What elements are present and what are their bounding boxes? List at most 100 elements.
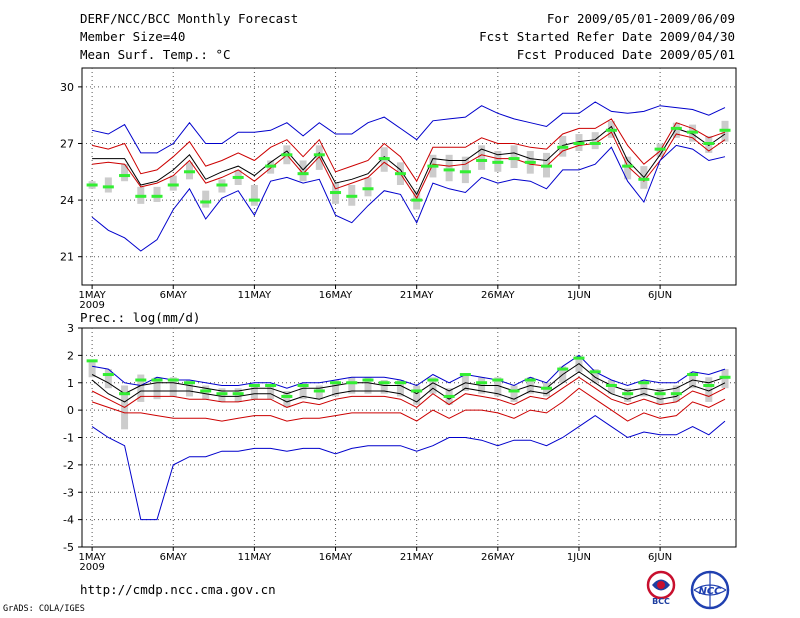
- p1-box-mark: [445, 154, 453, 182]
- source-url[interactable]: http://cmdp.ncc.cma.gov.cn: [80, 582, 276, 597]
- p1-median-mark: [622, 164, 634, 168]
- p2-ytick-label: -2: [63, 459, 74, 472]
- p1-median-mark: [411, 198, 423, 202]
- p2-ytick-label: -3: [63, 486, 74, 499]
- p2-series-upper-line: [91, 362, 726, 395]
- p2-median-mark: [427, 378, 439, 382]
- p2-xtick-label: 1JUN: [567, 552, 591, 563]
- p2-box-mark: [332, 380, 340, 397]
- p2-median-mark: [119, 392, 131, 396]
- p1-box-mark: [364, 177, 372, 197]
- p1-median-mark: [703, 141, 715, 145]
- p1-box-mark: [672, 122, 680, 138]
- p1-box-mark: [153, 186, 161, 202]
- p2-median-mark: [297, 383, 309, 387]
- p1-box-mark: [121, 164, 129, 182]
- p2-median-mark: [459, 373, 471, 377]
- p2-xtick-label: 1MAY: [79, 552, 107, 563]
- forecast-started-date: Fcst Started Refer Date 2009/04/30: [479, 29, 735, 44]
- p2-median-mark: [476, 381, 488, 385]
- p2-median-mark: [265, 383, 277, 387]
- p1-ytick-label: 27: [60, 137, 74, 150]
- p1-median-mark: [687, 130, 699, 134]
- p2-box-mark: [413, 385, 421, 405]
- p2-xtick-label: 21MAY: [400, 552, 434, 563]
- p2-median-mark: [86, 359, 98, 363]
- p1-box-mark: [299, 160, 307, 182]
- p2-box-mark: [510, 385, 518, 402]
- p2-plot-frame: [81, 327, 737, 548]
- p2-median-mark: [573, 356, 585, 360]
- p2-box-mark: [267, 385, 275, 400]
- p1-median-mark: [281, 153, 293, 157]
- p2-box-mark: [250, 385, 258, 400]
- p1-xtick-label: 1MAY: [79, 290, 107, 301]
- p1-median-mark: [605, 128, 617, 132]
- p2-box-mark: [169, 377, 177, 397]
- p1-xtick-label: 21MAY: [400, 290, 434, 301]
- p1-median-mark: [378, 157, 390, 161]
- forecast-period: For 2009/05/01-2009/06/09: [546, 11, 735, 26]
- p2-xtick-label: 11MAY: [238, 552, 272, 563]
- p2-ytick-label: -4: [63, 514, 74, 527]
- p2-median-mark: [492, 378, 504, 382]
- p1-median-mark: [524, 160, 536, 164]
- p1-xtick-year: 2009: [79, 300, 104, 311]
- p1-box-mark: [461, 156, 469, 184]
- forecast-produced-date: Fcst Produced Date 2009/05/01: [516, 47, 735, 62]
- p1-box-mark: [478, 145, 486, 170]
- p1-xtick-label: 26MAY: [481, 290, 515, 301]
- p2-median-mark: [362, 378, 374, 382]
- p1-median-mark: [638, 177, 650, 181]
- ncc-logo: NCC: [690, 570, 730, 610]
- p2-median-mark: [670, 392, 682, 396]
- p1-median-mark: [102, 185, 114, 189]
- p2-median-mark: [703, 383, 715, 387]
- p2-median-mark: [167, 378, 179, 382]
- p2-series-lower-line: [91, 376, 726, 408]
- p2-ytick-label: -1: [63, 432, 74, 445]
- p2-median-mark: [589, 370, 601, 374]
- p1-series-upper-line: [91, 118, 726, 183]
- p2-median-mark: [200, 389, 212, 393]
- p2-median-mark: [524, 378, 536, 382]
- p2-ytick-label: 0: [67, 404, 74, 417]
- p1-median-mark: [248, 198, 260, 202]
- p2-xtick-year: 2009: [79, 562, 104, 573]
- p2-box-mark: [364, 377, 372, 394]
- p1-median-mark: [492, 160, 504, 164]
- ncc-logo-text: NCC: [698, 586, 722, 597]
- p1-median-mark: [183, 170, 195, 174]
- p1-box-mark: [624, 156, 632, 180]
- p1-box-mark: [591, 132, 599, 150]
- p1-median-mark: [151, 194, 163, 198]
- bcc-logo-text: BCC: [652, 597, 670, 606]
- p1-plot-frame: [81, 67, 737, 286]
- p2-box-mark: [104, 369, 112, 389]
- p1-xtick-label: 1JUN: [567, 290, 591, 301]
- p2-box-mark: [494, 377, 502, 397]
- p1-median-mark: [459, 170, 471, 174]
- p1-median-mark: [216, 183, 228, 187]
- p2-xtick-label: 16MAY: [319, 552, 353, 563]
- p2-series-min-line: [91, 414, 726, 521]
- p1-box-mark: [510, 145, 518, 169]
- p1-median-mark: [541, 164, 553, 168]
- p1-median-mark: [297, 172, 309, 176]
- p2-box-mark: [591, 369, 599, 383]
- p2-median-mark: [605, 383, 617, 387]
- p1-ytick-label: 24: [60, 194, 74, 207]
- p2-box-mark: [88, 360, 96, 378]
- p2-median-mark: [232, 392, 244, 396]
- p2-median-mark: [183, 381, 195, 385]
- p2-median-mark: [394, 381, 406, 385]
- p2-ytick-label: 1: [67, 377, 74, 390]
- p1-median-mark: [670, 126, 682, 130]
- p2-median-mark: [719, 375, 731, 379]
- p2-median-mark: [216, 392, 228, 396]
- p1-box-mark: [250, 184, 258, 206]
- p2-median-mark: [411, 389, 423, 393]
- p2-box-mark: [656, 388, 664, 405]
- p2-box-mark: [283, 390, 291, 408]
- p1-series-lower-line: [92, 131, 726, 200]
